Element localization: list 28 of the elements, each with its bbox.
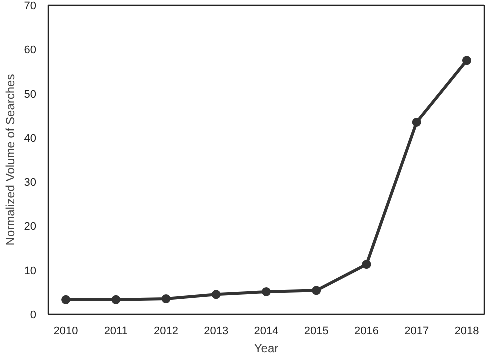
x-tick-label: 2018 [454,326,480,338]
x-tick-label: 2016 [354,326,379,338]
point [462,56,472,66]
y-tick-label: 20 [24,221,37,234]
y-tick-label: 10 [24,265,37,278]
point [62,295,71,304]
point [362,260,372,270]
point [212,290,221,300]
y-tick-label: 70 [24,0,37,12]
x-tick-label: 2014 [254,326,279,338]
point [162,294,171,304]
x-tick-label: 2010 [54,326,78,338]
point [262,287,271,296]
x-tick-label: 2015 [304,326,329,338]
point [112,295,121,304]
x-tick-label: 2012 [154,326,179,338]
y-tick-label: 30 [24,177,37,190]
y-axis-title: Normalized Volume of Searches [3,74,18,246]
point [312,286,322,296]
y-tick-label: 0 [30,310,37,322]
x-tick-label: 2017 [404,326,430,338]
x-tick-label: 2011 [104,326,128,338]
x-tick-label: 2013 [204,326,229,338]
point [412,118,422,127]
y-tick-label: 50 [24,88,37,101]
y-tick-label: 40 [24,132,37,145]
x-axis-title: Year [254,342,279,356]
y-tick-label: 60 [24,44,37,57]
